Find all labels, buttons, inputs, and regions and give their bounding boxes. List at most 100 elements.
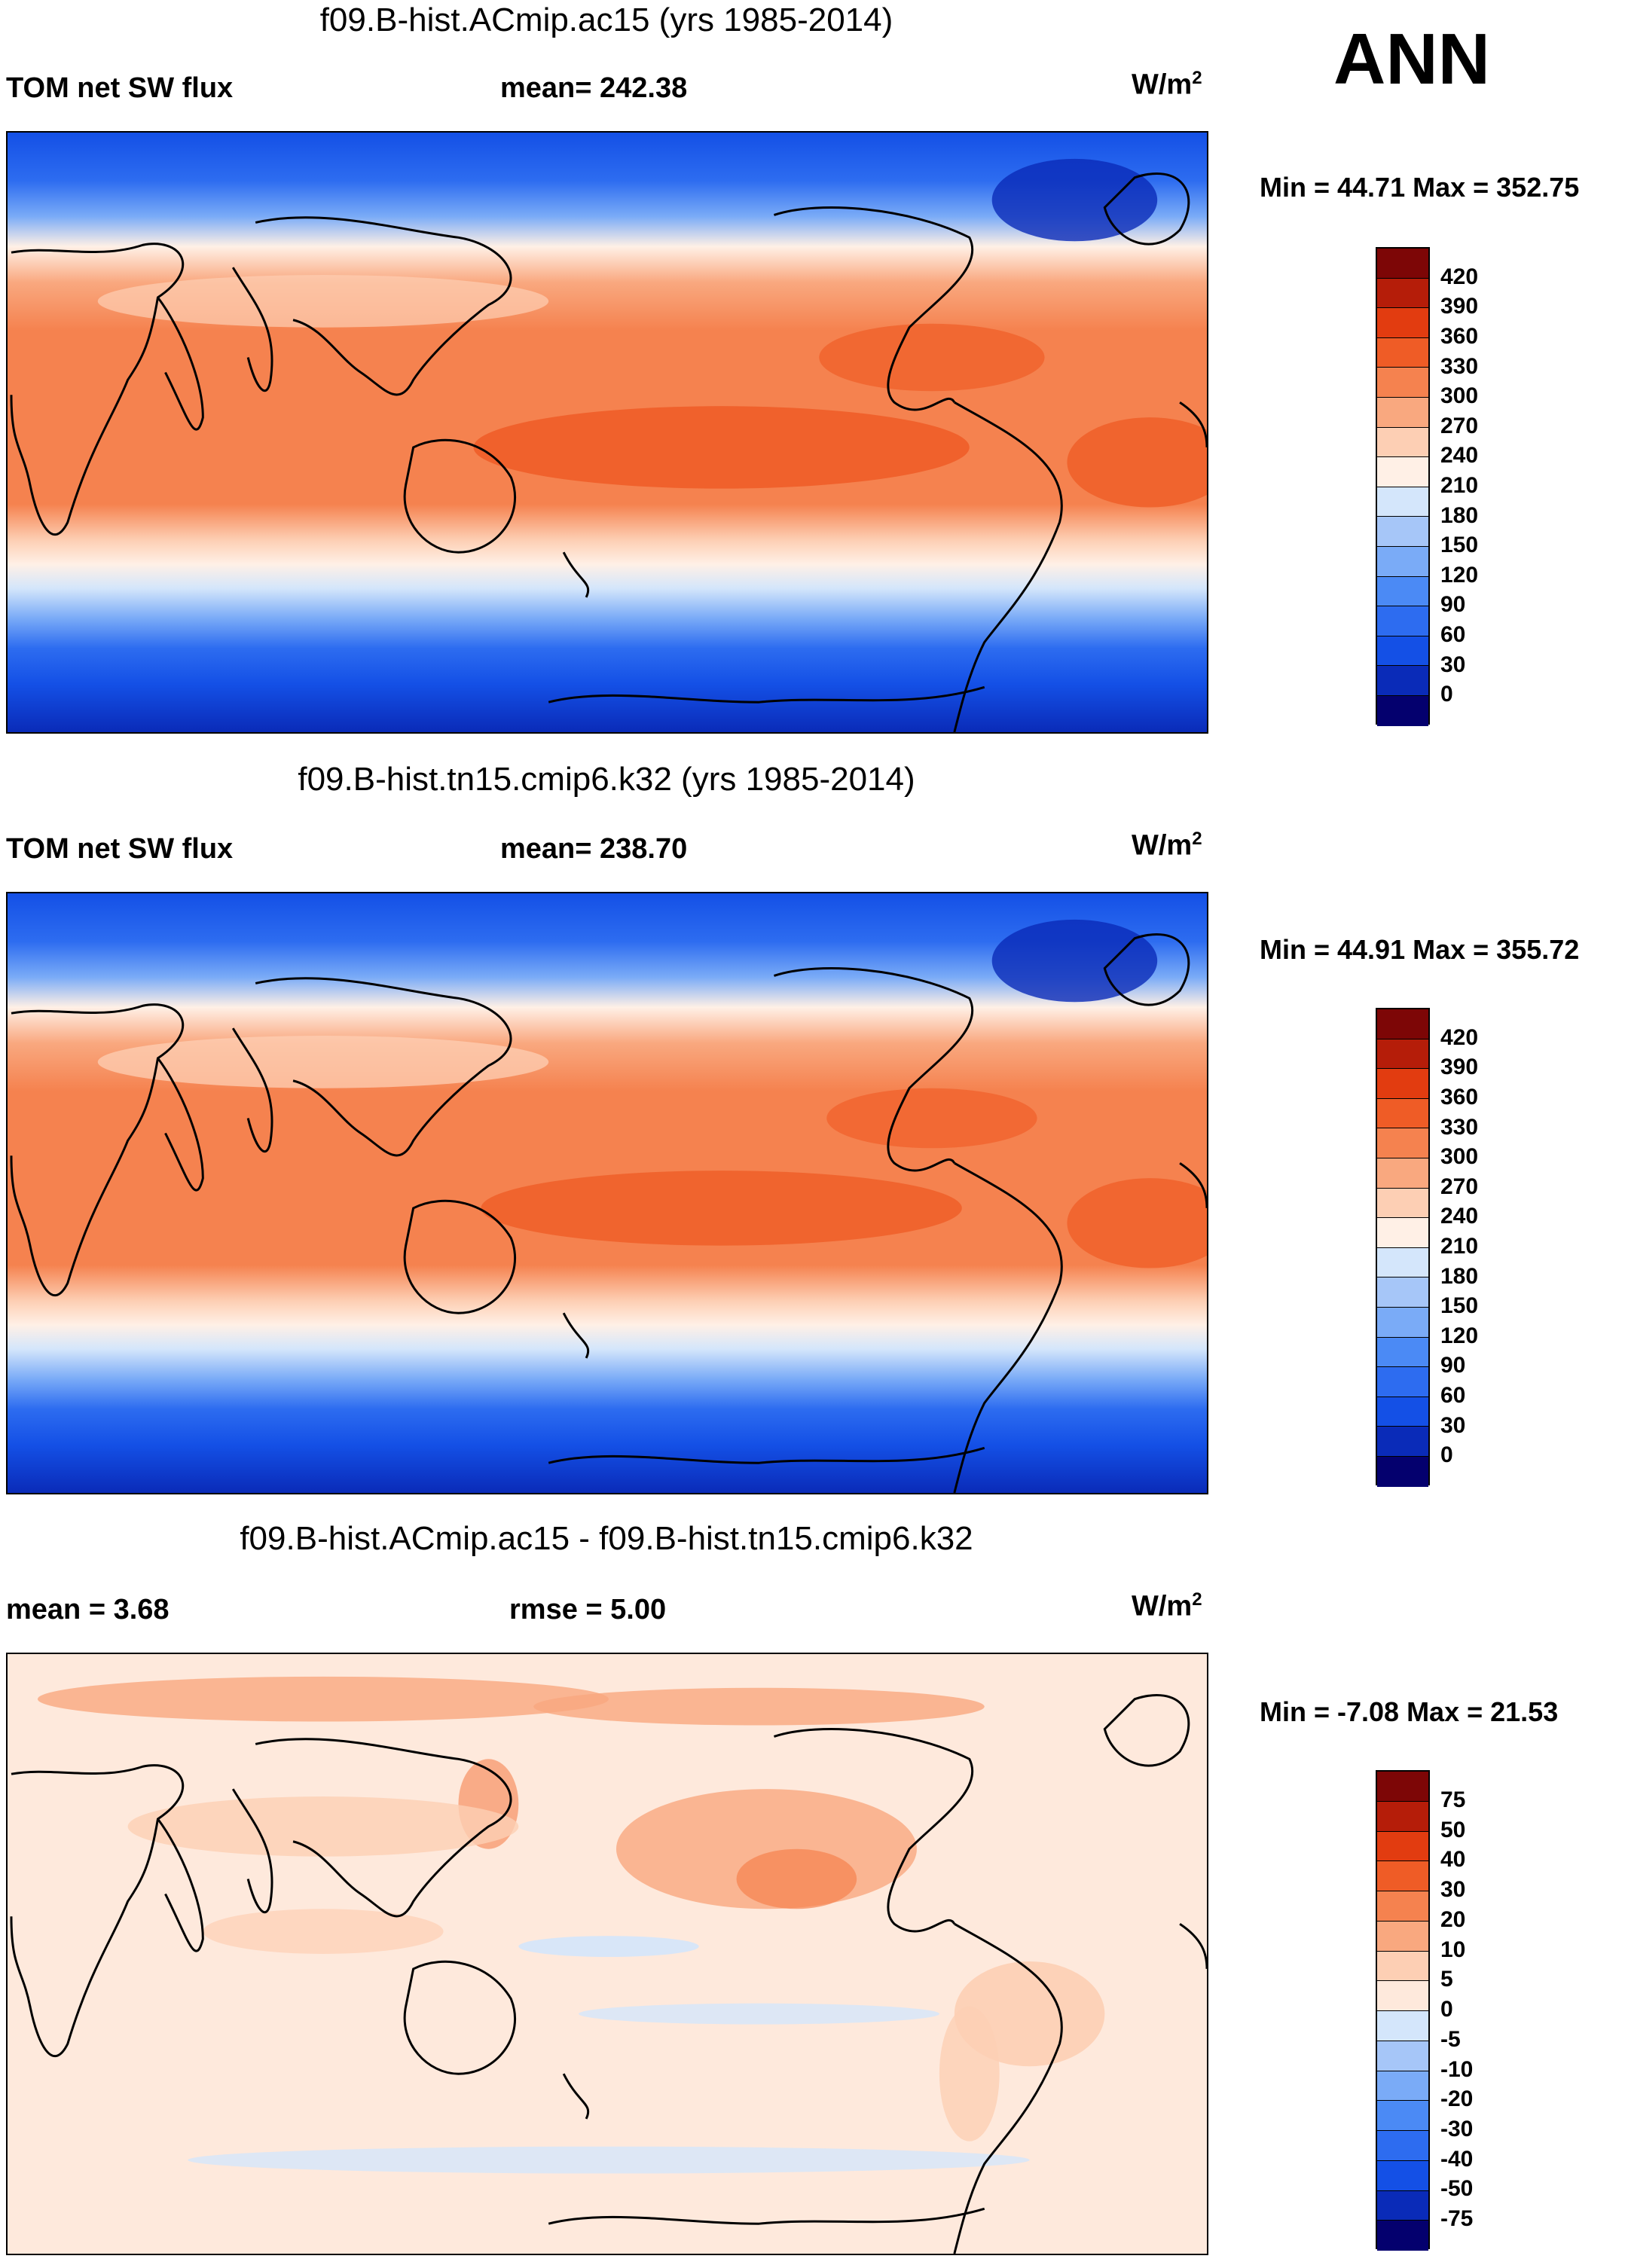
panel3-colorbar-cell [1377, 1772, 1428, 1802]
panel2-colorbar-cell [1377, 1247, 1428, 1278]
panel2-colorbar-cell [1377, 1427, 1428, 1457]
panel2-title: f09.B-hist.tn15.cmip6.k32 (yrs 1985-2014… [298, 761, 915, 798]
panel2-colorbar-cell [1377, 1039, 1428, 1070]
panel3-colorbar-cell [1377, 1801, 1428, 1832]
panel1-units: W/m2 [1132, 68, 1202, 101]
panel1-colorbar-cell [1377, 308, 1428, 338]
panel1-title: f09.B-hist.ACmip.ac15 (yrs 1985-2014) [319, 2, 893, 38]
panel2-colorbar-cell [1377, 1307, 1428, 1338]
panel1-colorbar-label: 330 [1440, 354, 1479, 379]
panel2-colorbar-label: 390 [1440, 1055, 1479, 1079]
panel2-colorbar-label: 270 [1440, 1174, 1479, 1199]
panel3-colorbar-cell [1377, 1831, 1428, 1862]
panel3-colorbar-cell [1377, 1921, 1428, 1952]
panel3-colorbar-label: -30 [1440, 2117, 1474, 2141]
panel2-colorbar-cell [1377, 1337, 1428, 1368]
panel1-colorbar-cell [1377, 666, 1428, 696]
panel2-map [6, 892, 1208, 1494]
panel3-map [6, 1653, 1208, 2255]
panel1-colorbar-label: 120 [1440, 563, 1479, 588]
panel3-colorbar-cell [1377, 2160, 1428, 2191]
panel2-colorbar-label: 330 [1440, 1115, 1479, 1140]
panel2-colorbar-cell [1377, 1009, 1428, 1039]
panel3-colorbar-label: -50 [1440, 2176, 1474, 2201]
panel2-colorbar-cell [1377, 1367, 1428, 1397]
panel1-colorbar-cell [1377, 397, 1428, 428]
panel2-colorbar-label: 90 [1440, 1353, 1466, 1378]
panel2-colorbar-cell [1377, 1456, 1428, 1487]
panel3-colorbar-cell [1377, 1891, 1428, 1922]
panel3-minmax: Min = -7.08 Max = 21.53 [1260, 1696, 1559, 1727]
panel1-colorbar-cell [1377, 517, 1428, 547]
panel2-colorbar-cell [1377, 1069, 1428, 1099]
panel1-map [6, 131, 1208, 734]
panel2-colorbar-label: 150 [1440, 1293, 1479, 1318]
panel3-colorbar-cell [1377, 2221, 1428, 2251]
panel2-colorbar-label: 30 [1440, 1413, 1466, 1438]
panel1-colorbar-label: 90 [1440, 592, 1466, 617]
panel1-colorbar-label: 420 [1440, 264, 1479, 289]
panel3-colorbar-label: -20 [1440, 2086, 1474, 2111]
panel2-colorbar-cell [1377, 1397, 1428, 1427]
season-label: ANN [1333, 19, 1490, 99]
panel1-mean-label: mean= 242.38 [500, 72, 688, 104]
panel2-colorbar-cell [1377, 1188, 1428, 1219]
panel1-colorbar-cell [1377, 546, 1428, 577]
panel3-colorbar [1376, 1770, 1430, 2251]
panel1-map-svg [8, 133, 1207, 732]
panel1-colorbar-cell [1377, 249, 1428, 279]
panel2-colorbar-label: 210 [1440, 1234, 1479, 1259]
panel3-mean-label: mean = 3.68 [6, 1594, 170, 1625]
panel3-colorbar-label: -10 [1440, 2057, 1474, 2082]
panel3-colorbar-label: -5 [1440, 2027, 1461, 2052]
panel2-colorbar-label: 240 [1440, 1204, 1479, 1229]
panel3-colorbar-cell [1377, 1861, 1428, 1891]
panel2-mean-label: mean= 238.70 [500, 833, 688, 865]
panel1-colorbar-label: 270 [1440, 414, 1479, 438]
panel1-colorbar-cell [1377, 368, 1428, 398]
panel3-colorbar-cell [1377, 2131, 1428, 2161]
panel2-variable-label: TOM net SW flux [6, 833, 234, 865]
panel3-colorbar-cell [1377, 2071, 1428, 2102]
panel3-colorbar-label: 50 [1440, 1818, 1466, 1842]
panel3-colorbar-label: 40 [1440, 1847, 1466, 1872]
panel3-colorbar-cell [1377, 2041, 1428, 2071]
panel2-colorbar-label: 120 [1440, 1323, 1479, 1348]
panel1-colorbar-label: 60 [1440, 622, 1466, 647]
panel1-colorbar-cell [1377, 636, 1428, 667]
panel1-colorbar-cell [1377, 427, 1428, 458]
panel1-colorbar-cell [1377, 278, 1428, 309]
panel1-colorbar-cell [1377, 337, 1428, 368]
panel1-colorbar-cell [1377, 457, 1428, 487]
panel2-minmax: Min = 44.91 Max = 355.72 [1260, 934, 1580, 965]
panel1-colorbar-cell [1377, 487, 1428, 517]
panel2-colorbar-cell [1377, 1277, 1428, 1308]
panel3-colorbar-cell [1377, 2101, 1428, 2131]
panel1-colorbar [1376, 247, 1430, 726]
panel3-colorbar-label: -75 [1440, 2206, 1474, 2231]
panel3-colorbar-label: -40 [1440, 2147, 1474, 2172]
panel1-minmax: Min = 44.71 Max = 352.75 [1260, 172, 1580, 203]
panel1-colorbar-cell [1377, 606, 1428, 636]
panel1-colorbar-label: 240 [1440, 443, 1479, 468]
panel1-colorbar-label: 300 [1440, 383, 1479, 408]
panel3-colorbar-label: 0 [1440, 1997, 1453, 2022]
panel2-units: W/m2 [1132, 829, 1202, 862]
panel3-units: W/m2 [1132, 1589, 1202, 1622]
panel1-colorbar-label: 150 [1440, 533, 1479, 557]
panel2-colorbar-cell [1377, 1218, 1428, 1248]
panel2-colorbar-label: 300 [1440, 1144, 1479, 1169]
panel2-colorbar-cell [1377, 1098, 1428, 1129]
panel2-colorbar-label: 60 [1440, 1383, 1466, 1408]
panel2-colorbar-cell [1377, 1128, 1428, 1158]
panel2-map-svg [8, 893, 1207, 1493]
panel3-colorbar-cell [1377, 2011, 1428, 2041]
panel3-colorbar-label: 5 [1440, 1967, 1453, 1992]
panel1-colorbar-label: 210 [1440, 473, 1479, 498]
panel3-rmse-label: rmse = 5.00 [509, 1594, 667, 1625]
panel3-colorbar-label: 10 [1440, 1937, 1466, 1962]
panel3-colorbar-label: 30 [1440, 1877, 1466, 1902]
panel1-variable-label: TOM net SW flux [6, 72, 234, 104]
panel3-colorbar-cell [1377, 1951, 1428, 1982]
panel3-colorbar-cell [1377, 2190, 1428, 2221]
